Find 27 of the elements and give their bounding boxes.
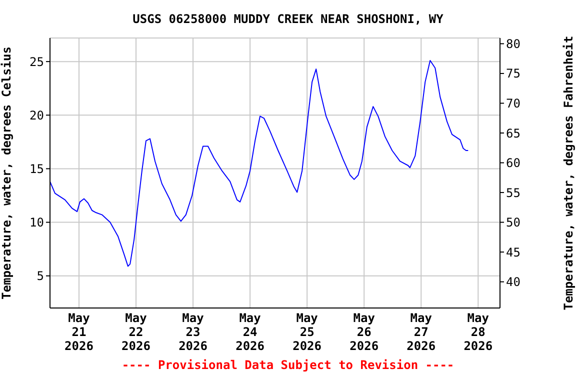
x-tick-label: May 27 2026 — [406, 311, 436, 353]
x-tick-label: May 22 2026 — [122, 311, 150, 353]
y2-tick-label: 65 — [506, 126, 520, 140]
x-tick-label: May 25 2026 — [292, 311, 322, 353]
x-tick-label: May 26 2026 — [350, 311, 379, 353]
line-series — [50, 60, 469, 267]
y-tick-label: 15 — [30, 162, 44, 176]
x-tick-label: May 21 2026 — [64, 311, 94, 353]
y2-tick-label: 60 — [506, 156, 520, 170]
y2-tick-label: 45 — [506, 245, 520, 260]
x-tick-label: May 23 2026 — [178, 311, 208, 353]
y2-tick-label: 80 — [506, 36, 520, 51]
y-tick-label: 5 — [36, 269, 44, 284]
chart-title: USGS 06258000 MUDDY CREEK NEAR SHOSHONI, WY — [132, 11, 444, 28]
y-tick-label: 10 — [30, 216, 44, 230]
y-tick-label: 25 — [30, 54, 44, 69]
y2-axis-title: Temperature, water, degrees Fahrenheit — [561, 36, 576, 310]
x-tick-label: May 24 2026 — [236, 311, 265, 353]
x-tick-label: May 28 2026 — [464, 311, 493, 353]
y-axis-title: Temperature, water, degrees Celsius — [0, 46, 14, 300]
y2-tick-label: 50 — [506, 216, 520, 230]
y-tick-label: 20 — [30, 108, 44, 122]
y2-tick-label: 70 — [506, 96, 520, 110]
y2-tick-label: 55 — [506, 186, 520, 200]
y2-tick-label: 40 — [506, 275, 520, 290]
y2-tick-label: 75 — [506, 66, 520, 81]
text: ---- Provisional Data Subject to Revision ---- — [120, 358, 456, 372]
